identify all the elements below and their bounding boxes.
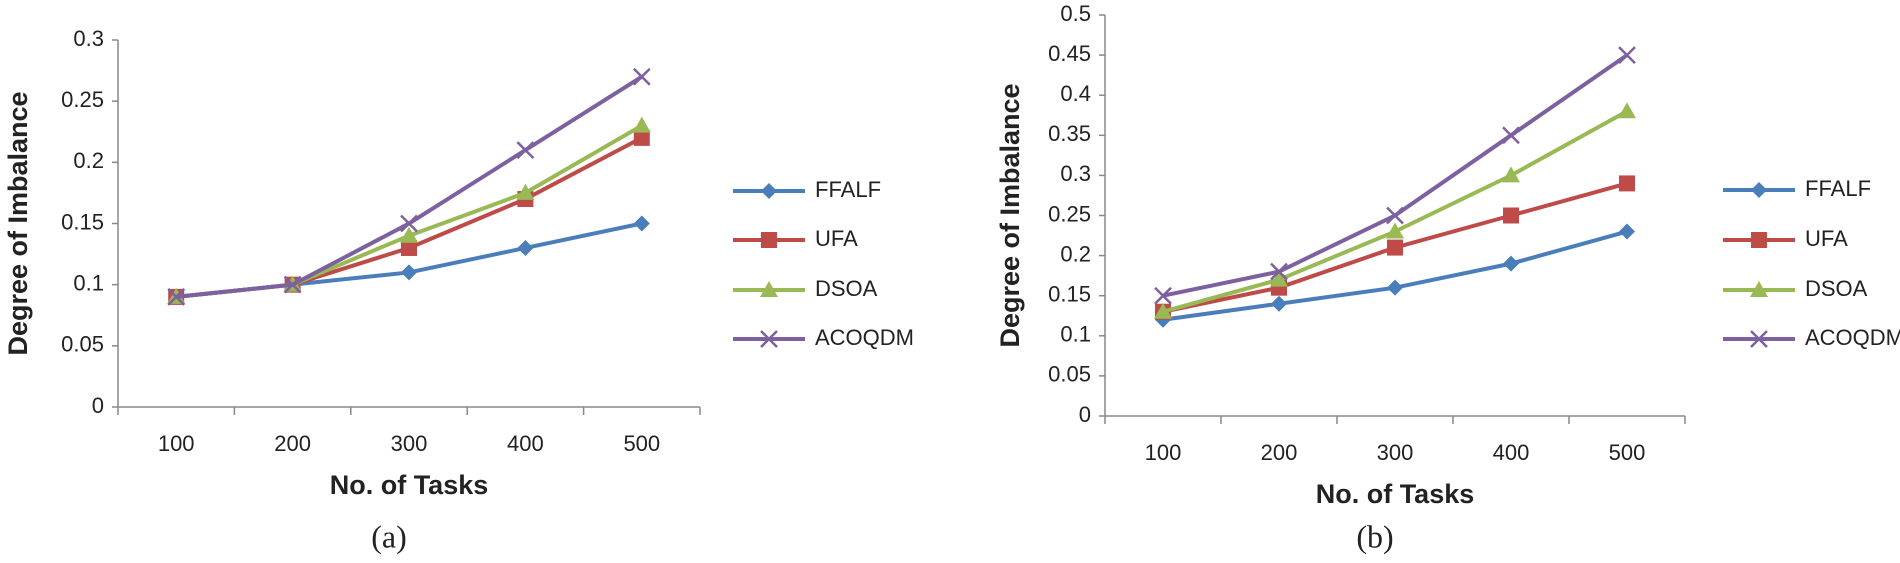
x-tick-label: 200 <box>274 431 311 456</box>
marker <box>1618 46 1636 64</box>
marker <box>401 239 417 256</box>
y-tick-label: 0 <box>1079 402 1091 427</box>
y-tick-label: 0.4 <box>1060 81 1091 106</box>
y-tick-label: 0.15 <box>1048 282 1091 307</box>
marker <box>633 215 650 232</box>
marker <box>516 183 535 200</box>
legend-marker <box>1750 330 1768 348</box>
marker <box>1154 302 1172 319</box>
legend-label: UFA <box>815 226 858 251</box>
marker <box>633 129 650 146</box>
legend-label: DSOA <box>815 276 878 301</box>
y-tick-label: 0.25 <box>61 87 104 112</box>
caption: (a) <box>371 518 407 554</box>
marker <box>1386 206 1404 225</box>
legend-marker <box>760 281 778 297</box>
y-tick-label: 0.2 <box>1060 241 1091 266</box>
legend-label: ACOQDM <box>815 325 914 350</box>
y-tick-label: 0 <box>92 393 104 418</box>
legend-marker <box>760 330 778 348</box>
y-tick-label: 0.5 <box>1060 1 1091 26</box>
x-tick-label: 500 <box>623 431 660 456</box>
legend-label: FFALF <box>1805 176 1871 201</box>
y-tick-label: 0.45 <box>1048 41 1091 66</box>
x-axis-title: No. of Tasks <box>330 470 489 500</box>
marker <box>1386 222 1404 239</box>
marker <box>1271 295 1287 312</box>
y-tick-label: 0.1 <box>73 270 104 295</box>
marker <box>401 264 417 281</box>
marker <box>1503 207 1519 224</box>
x-tick-label: 200 <box>1261 440 1298 465</box>
x-tick-label: 100 <box>158 431 195 456</box>
y-tick-label: 0.3 <box>1060 161 1091 186</box>
series-line <box>175 75 643 299</box>
x-tick-label: 300 <box>1377 440 1414 465</box>
y-tick-label: 0.3 <box>73 26 104 51</box>
marker <box>632 116 651 133</box>
marker <box>517 239 534 256</box>
marker <box>1154 286 1172 305</box>
legend-label: DSOA <box>1805 276 1868 301</box>
y-tick-label: 0.35 <box>1048 121 1091 146</box>
marker <box>1502 126 1520 145</box>
marker <box>1387 239 1403 256</box>
marker <box>1619 223 1635 240</box>
legend-marker <box>761 183 777 199</box>
marker <box>1503 255 1519 272</box>
y-axis-title: Degree of Imbalance <box>3 91 33 355</box>
y-tick-label: 0.05 <box>1048 362 1091 387</box>
y-tick-label: 0.05 <box>61 332 104 357</box>
marker <box>1270 262 1288 281</box>
caption: (b) <box>1356 518 1393 554</box>
legend-label: UFA <box>1805 226 1848 251</box>
marker <box>1502 166 1520 183</box>
marker <box>283 275 302 294</box>
legend-marker <box>1750 281 1768 297</box>
series-line <box>1162 53 1629 298</box>
x-axis-title: No. of Tasks <box>1316 479 1475 509</box>
x-tick-label: 100 <box>1145 440 1182 465</box>
marker <box>632 67 651 86</box>
x-tick-label: 300 <box>391 431 428 456</box>
y-tick-label: 0.15 <box>61 209 104 234</box>
marker <box>1619 175 1635 192</box>
y-axis-title: Degree of Imbalance <box>995 83 1025 347</box>
legend-marker <box>1751 182 1767 198</box>
legend-marker <box>1751 232 1767 248</box>
marker <box>1270 270 1288 287</box>
y-tick-label: 0.1 <box>1060 322 1091 347</box>
x-tick-label: 400 <box>507 431 544 456</box>
y-tick-label: 0.25 <box>1048 201 1091 226</box>
x-tick-label: 400 <box>1493 440 1530 465</box>
legend-label: ACOQDM <box>1805 325 1900 350</box>
marker <box>400 214 418 233</box>
marker <box>400 226 418 243</box>
legend-marker <box>761 232 777 248</box>
marker <box>167 288 186 306</box>
marker <box>516 141 535 159</box>
x-tick-label: 500 <box>1609 440 1646 465</box>
marker <box>1387 279 1403 296</box>
y-tick-label: 0.2 <box>73 148 104 173</box>
marker <box>1618 102 1636 119</box>
legend-label: FFALF <box>815 177 881 202</box>
